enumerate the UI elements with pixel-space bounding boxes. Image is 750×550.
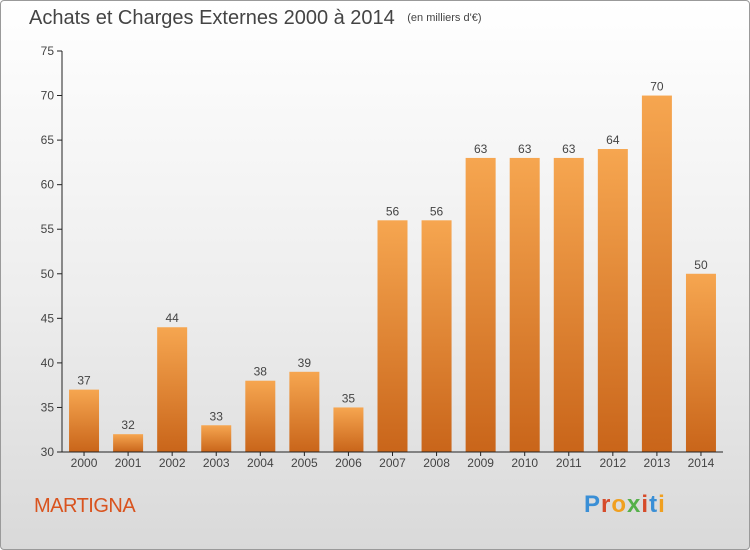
- x-tick-label-2005: 2005: [291, 456, 318, 470]
- bar-2011: [553, 157, 584, 452]
- chart-title: Achats et Charges Externes 2000 à 2014 (…: [29, 7, 481, 30]
- x-tick-label-2011: 2011: [556, 456, 582, 470]
- data-label-2003: 33: [210, 409, 224, 423]
- bar-2001: [113, 434, 144, 452]
- y-tick-label-60: 60: [41, 178, 55, 192]
- data-label-2002: 44: [165, 311, 179, 325]
- y-tick-label-50: 50: [41, 267, 55, 281]
- x-tick-label-2006: 2006: [335, 456, 362, 470]
- data-label-2011: 63: [562, 142, 576, 156]
- y-tick-label-75: 75: [41, 44, 55, 58]
- x-tick-label-2014: 2014: [688, 456, 715, 470]
- bar-2003: [201, 425, 232, 452]
- y-tick-label-40: 40: [41, 356, 55, 370]
- bars-group: 37 32 44 33 38 39 35 56 56 63 63 63 64 70 50: [69, 80, 716, 453]
- y-tick-label-45: 45: [41, 311, 55, 325]
- data-label-2000: 37: [77, 374, 91, 388]
- y-tick-label-30: 30: [41, 445, 55, 459]
- data-label-2008: 56: [430, 204, 444, 218]
- proxiti-logo: Proxiti: [584, 491, 666, 518]
- x-tick-label-2013: 2013: [644, 456, 671, 470]
- data-label-2001: 32: [121, 418, 135, 432]
- bar-2005: [289, 371, 320, 452]
- data-label-2006: 35: [342, 391, 356, 405]
- data-label-2005: 39: [298, 356, 312, 370]
- x-tick-label-2004: 2004: [247, 456, 274, 470]
- data-label-2013: 70: [650, 80, 664, 94]
- x-tick-label-2008: 2008: [423, 456, 450, 470]
- data-label-2004: 38: [254, 365, 268, 379]
- x-tick-label-2003: 2003: [203, 456, 230, 470]
- bar-2014: [685, 273, 716, 452]
- data-label-2007: 56: [386, 204, 400, 218]
- bar-2002: [157, 327, 188, 452]
- y-tick-label-35: 35: [41, 400, 55, 414]
- commune-name: MARTIGNA: [34, 495, 136, 517]
- bar-2000: [69, 389, 100, 452]
- data-label-2014: 50: [694, 258, 708, 272]
- x-tick-label-2012: 2012: [599, 456, 626, 470]
- data-label-2009: 63: [474, 142, 488, 156]
- axes-group: 2000 2001 2002 2003 2004 2005 2006 2007 2008 2009…: [41, 44, 723, 470]
- x-tick-label-2000: 2000: [71, 456, 98, 470]
- bar-2008: [421, 220, 452, 452]
- data-label-2010: 63: [518, 142, 532, 156]
- bar-2007: [377, 220, 408, 452]
- bar-2012: [597, 149, 628, 452]
- chart-unit: (en milliers d'€): [407, 12, 482, 24]
- bar-2010: [509, 157, 540, 452]
- y-tick-label-55: 55: [41, 222, 55, 236]
- y-tick-label-70: 70: [41, 89, 55, 103]
- data-label-2012: 64: [606, 133, 620, 147]
- bar-2013: [641, 95, 672, 453]
- x-tick-label-2001: 2001: [115, 456, 142, 470]
- x-tick-label-2002: 2002: [159, 456, 186, 470]
- chart-title-text: Achats et Charges Externes 2000 à 2014: [29, 7, 395, 29]
- x-tick-label-2007: 2007: [379, 456, 406, 470]
- x-tick-label-2009: 2009: [467, 456, 494, 470]
- y-tick-label-65: 65: [41, 133, 55, 147]
- bar-2009: [465, 157, 496, 452]
- bar-2004: [245, 380, 276, 452]
- bar-2006: [333, 407, 364, 452]
- x-tick-label-2010: 2010: [511, 456, 538, 470]
